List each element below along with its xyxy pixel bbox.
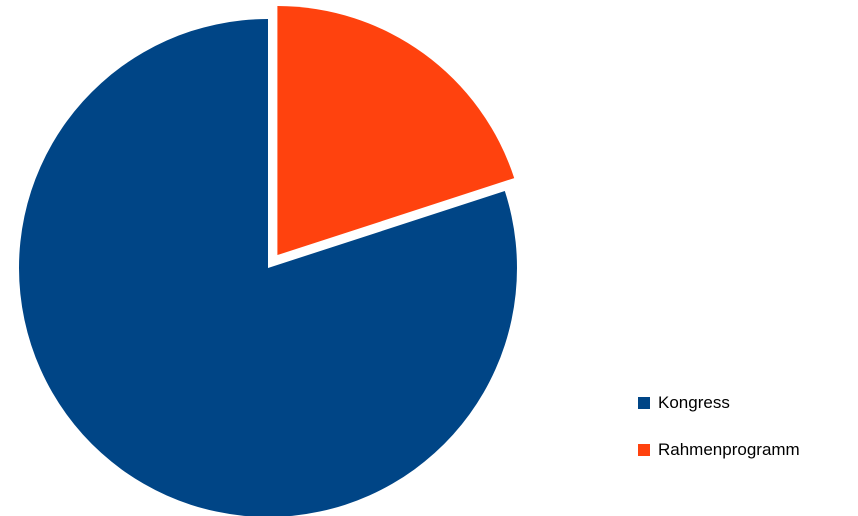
legend-swatch-kongress <box>638 397 650 409</box>
legend-swatch-rahmenprogramm <box>638 444 650 456</box>
legend-item-kongress: Kongress <box>638 392 800 414</box>
chart-legend: Kongress Rahmenprogramm <box>638 392 800 486</box>
legend-label-kongress: Kongress <box>658 393 730 412</box>
pie-slice-kongress <box>18 19 517 516</box>
legend-label-rahmenprogramm: Rahmenprogramm <box>658 440 800 459</box>
legend-item-rahmenprogramm: Rahmenprogramm <box>638 439 800 461</box>
pie-slice-rahmenprogramm <box>277 6 515 256</box>
